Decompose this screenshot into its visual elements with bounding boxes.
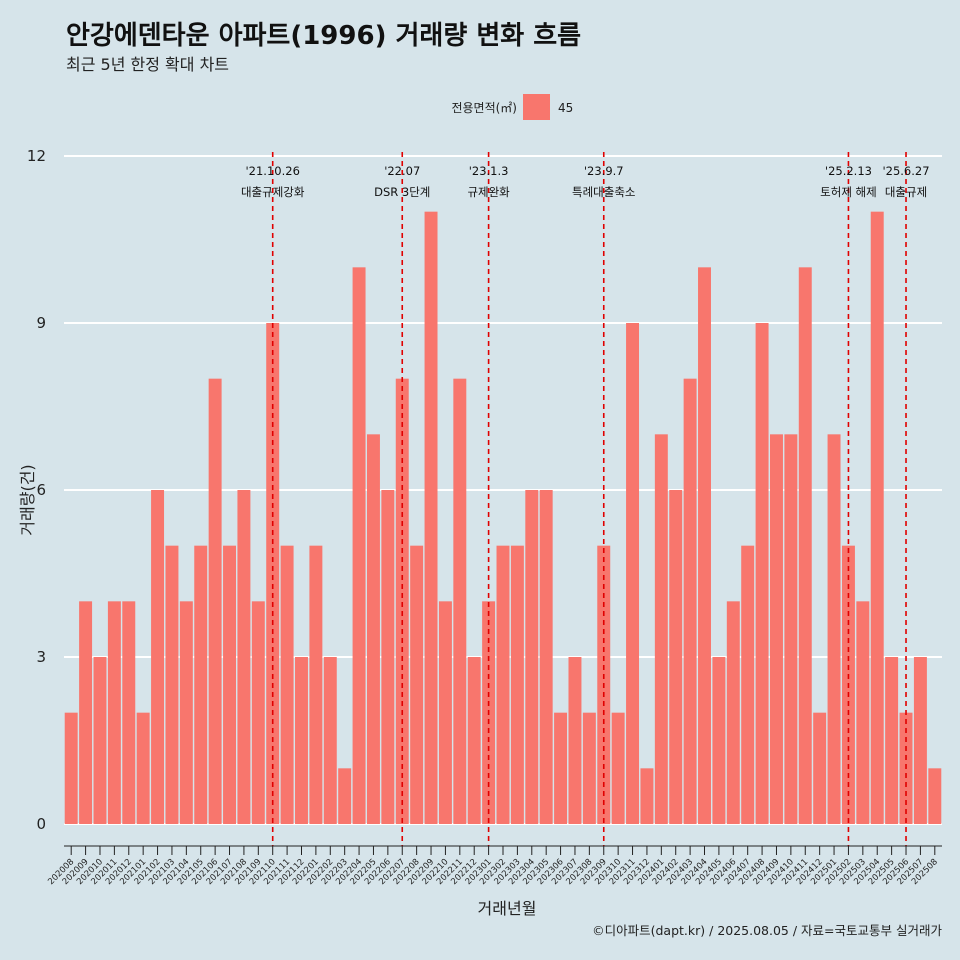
- bar: [769, 434, 783, 824]
- annotation-text: 대출규제강화: [241, 185, 305, 199]
- bar: [136, 712, 150, 824]
- bar: [352, 267, 366, 824]
- bar: [539, 490, 553, 824]
- bar: [669, 490, 683, 824]
- bar: [165, 545, 179, 824]
- bar: [179, 601, 193, 824]
- legend-item-label: 45: [558, 101, 573, 115]
- annotation-text: 대출규제: [885, 185, 927, 199]
- annotation-text: 토허제 해제: [820, 185, 877, 199]
- bar: [251, 601, 265, 824]
- bar: [79, 601, 93, 824]
- bar: [381, 490, 395, 824]
- bar: [640, 768, 654, 824]
- bar: [496, 545, 510, 824]
- y-tick-label: 3: [36, 648, 46, 666]
- bar: [827, 434, 841, 824]
- bar: [813, 712, 827, 824]
- bar: [309, 545, 323, 824]
- chart-title: 안강에덴타운 아파트(1996) 거래량 변화 흐름: [66, 21, 581, 51]
- bar: [712, 657, 726, 824]
- chart-subtitle: 최근 5년 한정 확대 차트: [66, 55, 229, 74]
- bar: [438, 601, 452, 824]
- bar: [208, 378, 222, 824]
- bar: [726, 601, 740, 824]
- bar: [568, 657, 582, 824]
- bar: [338, 768, 352, 824]
- annotation-text: 규제완화: [467, 185, 510, 199]
- bar: [698, 267, 711, 824]
- bar: [295, 657, 308, 824]
- annotation-date: '23.9.7: [584, 164, 624, 178]
- x-axis-label: 거래년월: [478, 899, 537, 918]
- x-axis: 2020082020092020102020112020122021012021…: [46, 845, 942, 887]
- bar: [410, 545, 424, 824]
- bar: [194, 545, 208, 824]
- annotation-text: DSR 3단계: [374, 185, 430, 199]
- bar: [64, 712, 78, 824]
- bar: [424, 211, 438, 824]
- annotation-date: '22.07: [384, 164, 420, 178]
- bar: [395, 378, 409, 824]
- bar: [510, 545, 524, 824]
- bar: [280, 545, 294, 824]
- bar: [107, 601, 121, 824]
- bar: [122, 601, 136, 824]
- bar: [654, 434, 668, 824]
- y-axis-ticks: 0 3 6 9 12: [27, 147, 46, 833]
- bar: [366, 434, 380, 824]
- bar: [266, 323, 280, 824]
- bar: [755, 323, 769, 824]
- y-tick-label: 9: [36, 314, 46, 332]
- bar: [885, 657, 899, 824]
- bar: [237, 490, 251, 824]
- bar: [151, 490, 165, 824]
- y-tick-label: 0: [36, 815, 46, 833]
- bar: [798, 267, 812, 824]
- bar: [856, 601, 870, 824]
- chart-caption: ©디아파트(dapt.kr) / 2025.08.05 / 자료=국토교통부 실…: [592, 923, 942, 938]
- bar: [223, 545, 237, 824]
- annotation-date: '23.1.3: [469, 164, 509, 178]
- annotation-text: 특례대출축소: [572, 185, 635, 199]
- annotation-date: '25.6.27: [882, 164, 929, 178]
- bar: [453, 378, 467, 824]
- legend: 전용면적(㎡) 45: [451, 94, 573, 120]
- bar: [784, 434, 798, 824]
- annotation-date: '21.10.26: [246, 164, 300, 178]
- bar: [683, 378, 697, 824]
- legend-title: 전용면적(㎡): [451, 101, 517, 115]
- annotations: '21.10.26 대출규제강화 '22.07 DSR 3단계 '23.1.3 규제완화 '…: [241, 152, 930, 846]
- bar: [467, 657, 481, 824]
- legend-swatch: [523, 94, 550, 120]
- bar: [582, 712, 596, 824]
- bar: [870, 211, 884, 824]
- y-tick-label: 12: [27, 147, 46, 165]
- bar: [928, 768, 942, 824]
- annotation-date: '25.2.13: [825, 164, 872, 178]
- bar: [554, 712, 568, 824]
- bar: [741, 545, 755, 824]
- bar: [611, 712, 625, 824]
- bar: [913, 657, 927, 824]
- bars: [64, 211, 942, 824]
- bar: [525, 490, 539, 824]
- y-tick-label: 6: [36, 481, 46, 499]
- y-axis-label: 거래량(건): [18, 464, 37, 535]
- bar: [626, 323, 640, 824]
- bar: [323, 657, 337, 824]
- bar: [93, 657, 107, 824]
